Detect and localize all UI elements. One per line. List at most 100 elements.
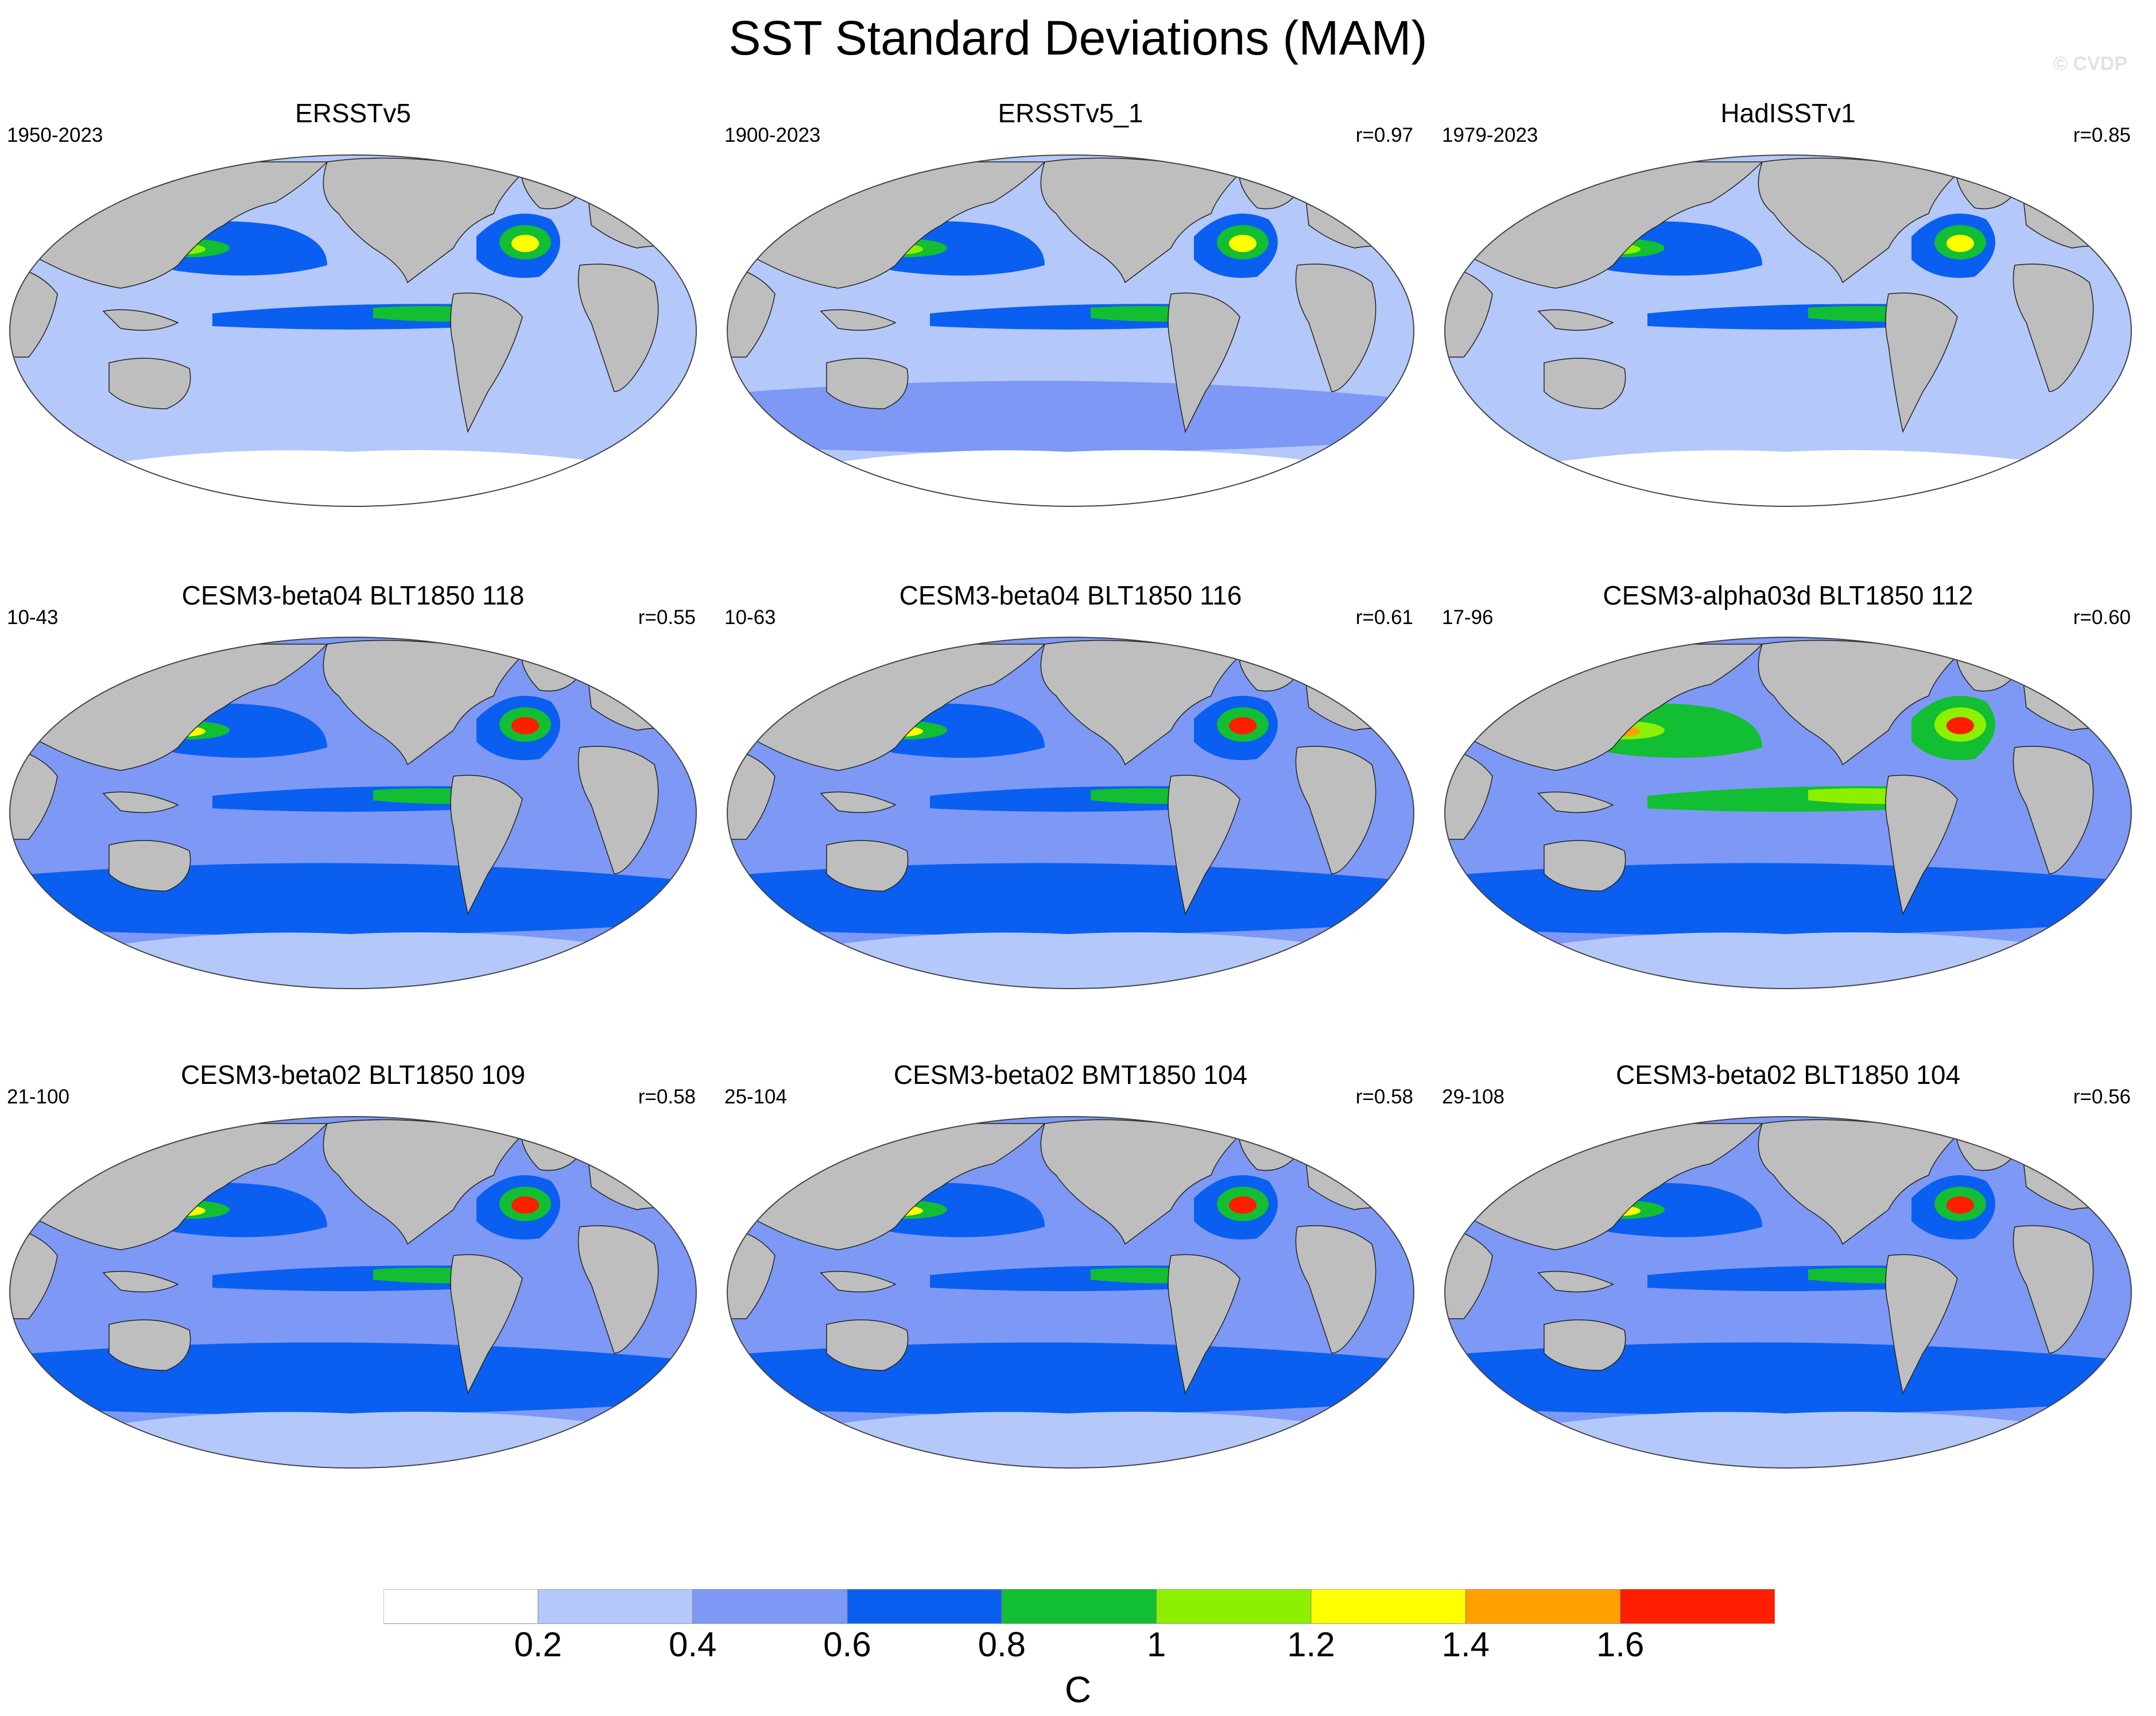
africa-landmass: [1295, 264, 1376, 392]
africa-landmass: [577, 264, 659, 392]
map-panel: CESM3-beta04 BLT1850 118 10-43 r=0.55: [0, 580, 706, 1074]
panel-correlation: r=0.97: [1355, 124, 1413, 146]
maritime-continent-landmass: [1537, 791, 1614, 814]
sst-std-map: [1444, 1116, 2132, 1469]
colorbar-tick-label: 0.2: [514, 1625, 563, 1664]
sst-std-map: [9, 637, 697, 989]
colorbar-swatch: [1465, 1589, 1621, 1624]
colorbar-unit: C: [1064, 1669, 1092, 1710]
africa-landmass: [1295, 746, 1376, 874]
map-outline: [1444, 637, 2132, 989]
south-america-landmass: [1168, 1254, 1240, 1395]
panel-correlation: r=0.61: [1355, 606, 1413, 629]
sst-std-map: [1444, 637, 2132, 989]
panel-title: CESM3-beta02 BLT1850 109: [180, 1060, 526, 1090]
panel-period: 1950-2023: [7, 124, 103, 146]
gulf-stream-core: [511, 1196, 539, 1214]
panel-title: CESM3-beta02 BMT1850 104: [893, 1060, 1248, 1090]
antarctic-ice-area: [10, 1412, 696, 1468]
map-panel: CESM3-beta02 BLT1850 104 29-108 r=0.56: [1435, 1059, 2141, 1553]
map-panel: CESM3-beta04 BLT1850 116 10-63 r=0.61: [718, 580, 1424, 1074]
antarctic-ice-area: [727, 450, 1414, 506]
colorbar-tick-label: 1.6: [1596, 1625, 1645, 1664]
panel-period: 1979-2023: [1442, 124, 1538, 146]
panel-title: ERSSTv5_1: [998, 98, 1143, 128]
south-america-landmass: [450, 774, 523, 916]
figure-title: SST Standard Deviations (MAM): [728, 11, 1428, 65]
antarctic-ice-area: [10, 932, 696, 989]
panel-correlation: r=0.58: [1355, 1086, 1413, 1108]
panel-period: 10-63: [724, 606, 776, 629]
maritime-continent-landmass: [102, 1270, 179, 1293]
map-outline: [727, 154, 1414, 507]
map-outline: [9, 154, 697, 507]
australia-landmass: [108, 1319, 191, 1371]
gulf-stream-core: [1946, 235, 1974, 252]
colorbar-tick-label: 1.2: [1287, 1625, 1335, 1664]
colorbar-swatch: [1310, 1589, 1466, 1624]
colorbar-tick-label: 1.4: [1441, 1625, 1490, 1664]
south-america-landmass: [450, 292, 523, 433]
sst-std-map: [727, 1116, 1414, 1469]
gulf-stream-core: [1946, 1196, 1974, 1214]
africa-landmass: [577, 1225, 659, 1354]
south-america-landmass: [1168, 774, 1240, 916]
sst-std-map: [9, 1116, 697, 1469]
panel-title: ERSSTv5: [295, 98, 411, 128]
antarctic-ice-area: [10, 450, 696, 506]
map-panel: HadISSTv1 1979-2023 r=0.85: [1435, 98, 2141, 591]
maritime-continent-landmass: [102, 309, 179, 331]
panel-correlation: r=0.56: [2073, 1086, 2131, 1108]
colorbar-tick-label: 1: [1146, 1625, 1166, 1664]
map-outline: [727, 637, 1414, 989]
australia-landmass: [1544, 840, 1626, 892]
gulf-stream-core: [1229, 717, 1257, 734]
sst-std-map: [9, 154, 697, 507]
australia-landmass: [1544, 358, 1626, 409]
antarctic-ice-area: [1445, 450, 2131, 506]
map-panel: CESM3-beta02 BLT1850 109 21-100 r=0.58: [0, 1059, 706, 1553]
sst-std-map: [1444, 154, 2132, 507]
map-outline: [9, 1116, 697, 1469]
colorbar-tick-label: 0.8: [978, 1625, 1026, 1664]
colorbar: [383, 1589, 1775, 1624]
australia-landmass: [826, 1319, 909, 1371]
panel-title: CESM3-alpha03d BLT1850 112: [1603, 580, 1973, 610]
colorbar-swatch: [1620, 1589, 1775, 1624]
maritime-continent-landmass: [1537, 309, 1614, 331]
africa-landmass: [2012, 1225, 2094, 1354]
map-outline: [9, 637, 697, 989]
map-panel: CESM3-alpha03d BLT1850 112 17-96 r=0.60: [1435, 580, 2141, 1074]
australia-landmass: [826, 840, 909, 892]
colorbar-swatch: [1156, 1589, 1312, 1624]
sst-std-map: [727, 154, 1414, 507]
panel-correlation: r=0.58: [638, 1086, 696, 1108]
antarctic-ice-area: [1445, 932, 2131, 989]
panel-period: 25-104: [724, 1086, 787, 1108]
watermark: © CVDP: [2053, 53, 2127, 75]
gulf-stream-core: [1229, 1196, 1257, 1214]
gulf-stream-core: [511, 235, 539, 252]
map-outline: [1444, 154, 2132, 507]
panel-title: HadISSTv1: [1720, 98, 1856, 128]
australia-landmass: [108, 358, 191, 409]
map-outline: [727, 1116, 1414, 1469]
panel-period: 29-108: [1442, 1086, 1504, 1108]
africa-landmass: [2012, 746, 2094, 874]
panel-correlation: r=0.55: [638, 606, 696, 629]
maritime-continent-landmass: [820, 309, 897, 331]
south-america-landmass: [1168, 292, 1240, 433]
map-panel: CESM3-beta02 BMT1850 104 25-104 r=0.58: [718, 1059, 1424, 1553]
colorbar-swatch: [1001, 1589, 1157, 1624]
panel-period: 1900-2023: [724, 124, 821, 146]
south-america-landmass: [1885, 774, 1958, 916]
colorbar-tick-label: 0.4: [668, 1625, 717, 1664]
africa-landmass: [1295, 1225, 1376, 1354]
colorbar-swatch: [383, 1589, 538, 1624]
africa-landmass: [2012, 264, 2094, 392]
colorbar-swatch: [537, 1589, 693, 1624]
antarctic-ice-area: [727, 1412, 1414, 1468]
gulf-stream-core: [511, 717, 539, 734]
gulf-stream-core: [1229, 235, 1257, 252]
africa-landmass: [577, 746, 659, 874]
